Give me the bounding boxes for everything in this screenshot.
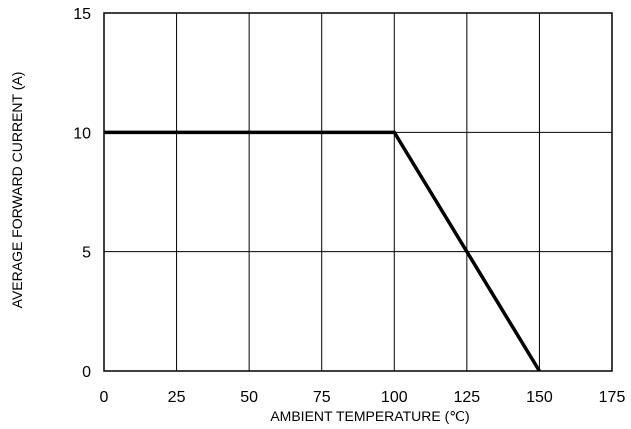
x-tick-label: 150 xyxy=(526,389,553,406)
y-axis-label: AVERAGE FORWARD CURRENT (A) xyxy=(9,72,25,309)
y-tick-labels: 0 5 10 15 xyxy=(73,6,91,381)
x-tick-label: 50 xyxy=(240,389,258,406)
x-tick-label: 0 xyxy=(100,389,109,406)
x-tick-label: 25 xyxy=(168,389,186,406)
plot-frame xyxy=(104,13,612,371)
y-tick-label: 0 xyxy=(82,364,91,381)
x-tick-label: 125 xyxy=(454,389,481,406)
grid xyxy=(104,13,612,371)
x-tick-label: 100 xyxy=(381,389,408,406)
y-tick-label: 15 xyxy=(73,6,91,23)
y-tick-label: 5 xyxy=(82,245,91,262)
x-axis-label: AMBIENT TEMPERATURE (℃) xyxy=(270,408,469,424)
x-tick-labels: 0 25 50 75 100 125 150 175 xyxy=(100,389,626,406)
y-tick-label: 10 xyxy=(73,125,91,142)
x-tick-label: 75 xyxy=(313,389,331,406)
x-tick-label: 175 xyxy=(599,389,626,406)
